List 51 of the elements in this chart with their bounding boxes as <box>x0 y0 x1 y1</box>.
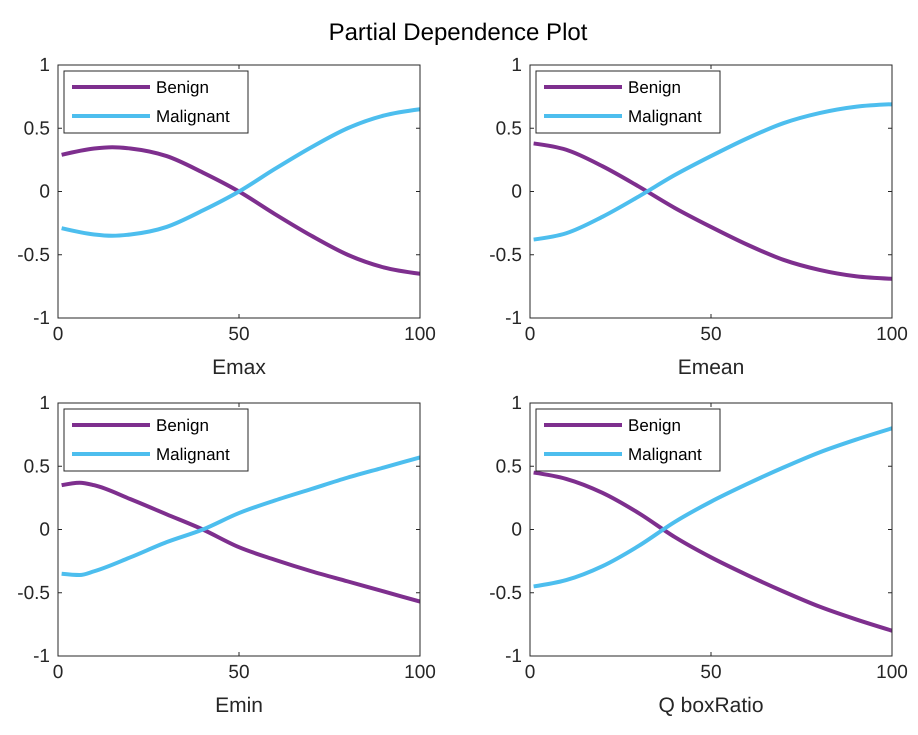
x-tick-label: 0 <box>524 324 536 345</box>
line-series <box>60 145 422 276</box>
x-axis-title: Emax <box>212 356 266 379</box>
y-tick-label: 0 <box>511 182 522 202</box>
legend-label: Benign <box>628 416 681 435</box>
x-tick-label: 100 <box>876 324 908 345</box>
line-series <box>60 107 422 238</box>
x-axis-title: Emean <box>678 356 744 379</box>
y-tick-label: 1 <box>39 393 50 414</box>
chart-title: Partial Dependence Plot <box>328 19 588 46</box>
x-tick-label: 50 <box>700 324 722 345</box>
y-tick-label: -0.5 <box>17 244 50 266</box>
legend-label: Malignant <box>628 107 702 126</box>
y-tick-label: -1 <box>505 308 522 329</box>
x-axis-title: Q boxRatio <box>658 694 764 717</box>
x-tick-label: 0 <box>52 324 64 345</box>
legend-label: Benign <box>156 78 209 97</box>
y-tick-label: 0 <box>39 520 50 540</box>
line-series <box>532 470 894 633</box>
x-tick-label: 100 <box>404 662 436 683</box>
y-tick-label: -0.5 <box>489 582 522 604</box>
y-tick-label: -1 <box>33 646 50 667</box>
y-tick-label: 0.5 <box>24 118 50 140</box>
legend-label: Malignant <box>156 445 230 464</box>
legend-label: Benign <box>156 416 209 435</box>
x-tick-label: 50 <box>228 324 250 345</box>
y-tick-label: 0.5 <box>24 456 50 478</box>
y-tick-label: 0 <box>511 520 522 540</box>
x-tick-label: 50 <box>228 662 250 683</box>
y-tick-label: -1 <box>505 646 522 667</box>
x-tick-label: 100 <box>876 662 908 683</box>
y-tick-label: 1 <box>511 55 522 76</box>
x-tick-label: 0 <box>524 662 536 683</box>
line-series <box>60 480 422 604</box>
line-series <box>532 102 894 242</box>
line-series <box>532 141 894 281</box>
x-tick-label: 100 <box>404 324 436 345</box>
y-tick-label: 1 <box>39 55 50 76</box>
y-tick-label: 1 <box>511 393 522 414</box>
y-tick-label: -0.5 <box>17 582 50 604</box>
y-tick-label: 0.5 <box>496 118 522 140</box>
y-tick-label: 0 <box>39 182 50 202</box>
x-tick-label: 50 <box>700 662 722 683</box>
x-axis-title: Emin <box>215 694 263 717</box>
y-tick-label: -0.5 <box>489 244 522 266</box>
x-tick-label: 0 <box>52 662 64 683</box>
legend-label: Benign <box>628 78 681 97</box>
legend-label: Malignant <box>156 107 230 126</box>
y-tick-label: 0.5 <box>496 456 522 478</box>
legend-label: Malignant <box>628 445 702 464</box>
y-tick-label: -1 <box>33 308 50 329</box>
